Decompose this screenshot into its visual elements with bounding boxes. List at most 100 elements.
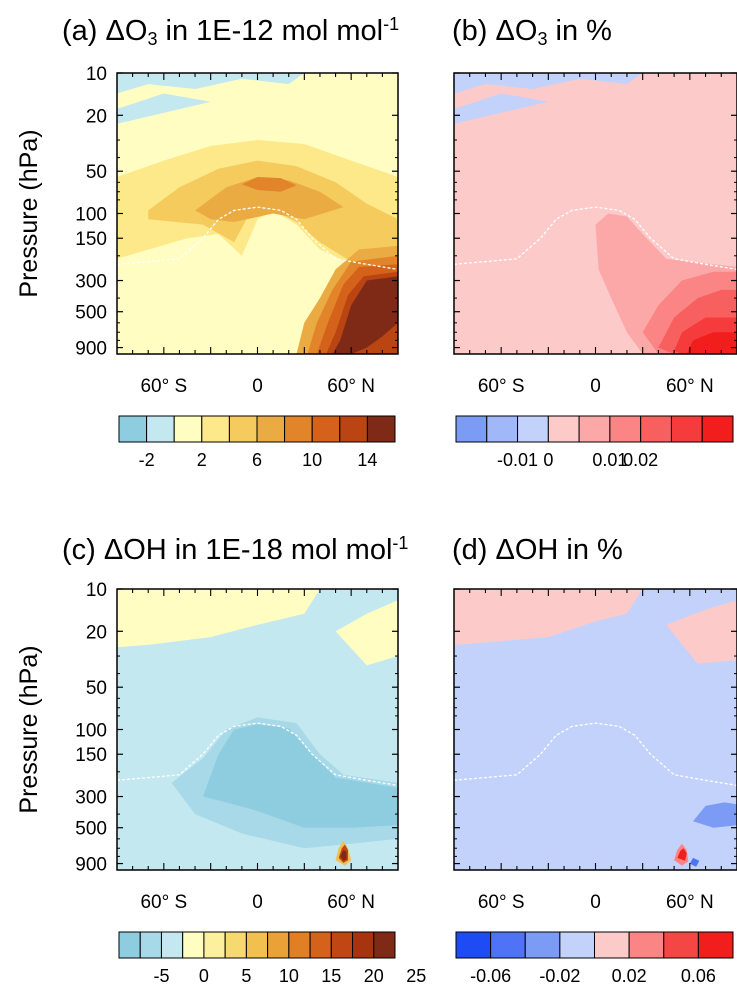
- colorbar-box: [455, 415, 488, 443]
- colorbar-box: [455, 931, 492, 959]
- contour-region-pos: [454, 589, 643, 645]
- x-tick-label: 0: [252, 892, 263, 913]
- colorbar-box: [697, 931, 734, 959]
- colorbar-box: [284, 415, 313, 443]
- colorbar-box: [267, 931, 290, 959]
- colorbar-label: 0.06: [681, 966, 716, 986]
- colorbar-box: [118, 931, 141, 959]
- colorbar-box: [201, 415, 230, 443]
- colorbar-label: 20: [364, 966, 384, 986]
- colorbar-label: 6: [252, 450, 262, 470]
- colorbar-box: [640, 415, 672, 443]
- x-tick-label: 60° N: [666, 892, 714, 913]
- colorbar-box: [309, 931, 332, 959]
- x-tick-label: 60° N: [327, 376, 375, 397]
- colorbar-box: [559, 931, 595, 959]
- colorbar-label: -0.06: [470, 966, 511, 986]
- colorbar-box: [490, 931, 526, 959]
- panel-a: (a) ΔO3 in 1E-12 mol mol-110205010015030…: [15, 14, 399, 470]
- panel-title-b: (b) ΔO3 in %: [452, 15, 612, 49]
- panel-b: (b) ΔO3 in %60° S 0 60° N-0.01 0 0.010.02: [452, 15, 737, 470]
- contour-region-pos: [117, 589, 320, 648]
- title-part: in 1E-18 mol mol: [167, 534, 393, 566]
- contour-region-008: [677, 848, 687, 861]
- plot-field-d: [454, 589, 737, 870]
- y-tick-label: 150: [75, 229, 107, 250]
- title-part: ΔO: [496, 15, 538, 47]
- y-axis-label: Pressure (hPa): [15, 129, 43, 297]
- y-tick-label: 900: [75, 855, 107, 876]
- contour-region-neg: [117, 93, 211, 124]
- title-part: 3: [537, 29, 547, 49]
- title-part: ΔOH: [104, 534, 167, 566]
- colorbar-box: [139, 931, 162, 959]
- colorbar-box: [203, 931, 226, 959]
- plot-field-a: [117, 73, 398, 354]
- colorbar-label: 0.02: [612, 966, 647, 986]
- title-part: in %: [547, 15, 611, 47]
- colorbar-label: -5: [153, 966, 169, 986]
- title-part: in %: [558, 534, 622, 566]
- contour-region-8: [241, 177, 297, 192]
- colorbar-c: -5 0 5 10 15 20 25: [118, 931, 426, 986]
- panel-d: (d) ΔOH in % 60° S 0 60° N -0.06 -0.02 0.02 0.0…: [452, 534, 737, 986]
- colorbar-box: [288, 931, 311, 959]
- colorbar-label: -2: [139, 450, 155, 470]
- colorbar-box: [146, 415, 175, 443]
- colorbar-label: 0.01: [592, 450, 627, 470]
- tropopause-line: [454, 722, 737, 787]
- colorbar-box: [701, 415, 734, 443]
- tropopause-line: [454, 206, 737, 271]
- contour-region-neg: [693, 802, 737, 828]
- colorbar-label: 0: [199, 966, 209, 986]
- x-tick-label: 60° S: [140, 892, 187, 913]
- y-tick-label: 50: [86, 162, 107, 183]
- colorbar-box: [311, 415, 341, 443]
- contour-region-neg: [454, 93, 549, 124]
- y-tick-label: 500: [75, 819, 107, 840]
- colorbar-label: 0.02: [623, 450, 658, 470]
- colorbar-box: [517, 415, 549, 443]
- y-tick-label: 300: [75, 788, 107, 809]
- contour-region-neg006: [689, 857, 700, 867]
- colorbar-box: [118, 415, 148, 443]
- y-axis-label: Pressure (hPa): [15, 645, 43, 813]
- colorbar-box: [663, 931, 699, 959]
- panel-title-d: (d) ΔOH in %: [452, 534, 623, 566]
- colorbar-label: 10: [279, 966, 299, 986]
- y-tick-label: 100: [75, 205, 107, 226]
- y-tick-label: 10: [86, 580, 107, 601]
- colorbar-box: [224, 931, 247, 959]
- colorbar-box: [547, 415, 580, 443]
- colorbar-label: 14: [357, 450, 377, 470]
- colorbar-box: [330, 931, 354, 959]
- y-tick-label: 900: [75, 339, 107, 360]
- colorbar-box: [339, 415, 368, 443]
- y-tick-label: 20: [86, 106, 107, 127]
- panel-title-a: (a) ΔO3 in 1E-12 mol mol-1: [62, 14, 399, 48]
- colorbar-label: 5: [241, 966, 251, 986]
- colorbar-label: 25: [406, 966, 426, 986]
- colorbar-box: [486, 415, 519, 443]
- contour-region-pos: [666, 600, 737, 664]
- title-part: (a): [62, 15, 106, 47]
- contour-region-6: [195, 177, 344, 222]
- title-part: (b): [452, 15, 496, 47]
- x-tick-label: 0: [252, 376, 263, 397]
- colorbar-box: [160, 931, 184, 959]
- colorbar-box: [352, 931, 375, 959]
- contour-region-4: [148, 160, 398, 265]
- colorbar-box: [373, 931, 396, 959]
- contour-region-025: [686, 332, 737, 354]
- colorbar-box: [594, 931, 630, 959]
- panel-title-c: (c) ΔOH in 1E-18 mol mol-1: [62, 533, 408, 566]
- title-part: in 1E-12 mol mol: [157, 15, 383, 47]
- colorbar-b: -0.01 0 0.010.02: [455, 415, 734, 470]
- x-tick-label: 60° S: [140, 376, 187, 397]
- colorbar-d: -0.06 -0.02 0.02 0.06: [455, 931, 734, 986]
- title-part: 3: [147, 29, 157, 49]
- colorbar-label: 15: [321, 966, 341, 986]
- colorbar-a: -2 2 6 10 14: [118, 415, 396, 470]
- contour-region-14: [332, 276, 398, 354]
- colorbar-box: [366, 415, 396, 443]
